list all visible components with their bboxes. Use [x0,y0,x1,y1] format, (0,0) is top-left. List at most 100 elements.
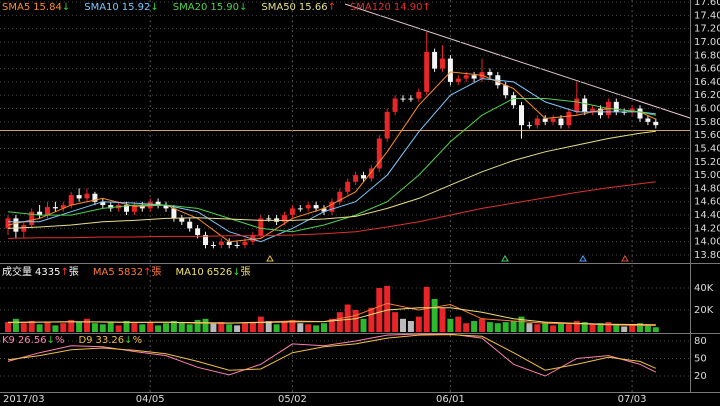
y-tick-label: 15.20 [694,157,720,168]
candle-body [345,181,351,192]
y-tick-label: 15.80 [694,117,720,128]
candle-body [503,85,509,96]
candle-body [653,121,659,126]
candle-body [392,98,398,112]
volume-bar [415,316,422,332]
legend-text: ↓ [47,335,55,346]
legend-entry: SMA5 15.84↓ [2,2,70,13]
y-tick-label: 14.20 [694,223,720,234]
volume-bar [12,318,19,332]
legend-entry: SMA50 15.66↑ [261,2,336,13]
legend-text: 15.84 [33,2,62,13]
volume-bar [526,323,533,332]
candle-body [108,205,114,209]
legend-text: ↑ [328,2,336,13]
volume-bar [36,324,43,332]
indicator-line [7,130,656,229]
candle-body [179,218,185,222]
volume-bar [629,324,636,332]
candle-body [289,208,295,216]
legend-text: SMA10 [84,2,119,13]
candle-body [84,193,90,199]
legend-text: MA5 [93,267,115,278]
legend-entry: SMA120 14.90↑ [350,2,431,13]
marker [501,255,509,262]
candle-body [124,205,129,212]
candle-body [171,208,177,219]
volume-bar [352,310,359,332]
legend-text: ↓ [150,2,158,13]
volume-bar [194,319,201,332]
volume-bar [5,322,11,332]
y-tick-label: 14.40 [694,210,720,221]
candle-body [305,205,311,209]
indicator-line [7,307,656,326]
candle-body [629,108,635,112]
legend-text: ↓ [124,335,132,346]
y-tick-label: 16.80 [694,50,720,61]
legend-text: D9 [78,335,92,346]
candle-body [68,195,74,206]
legend-text: SMA5 [2,2,30,13]
candle-body [526,125,532,127]
legend-text: SMA20 [173,2,208,13]
legend-text: 6526 [207,267,232,278]
volume-bar [431,299,438,332]
volume-bar [621,326,628,332]
candle-body [76,195,82,199]
candle-body [163,205,169,209]
volume-bar [76,322,83,332]
candle-body [361,175,366,179]
candle-body [131,205,137,212]
candle-body [463,75,469,79]
legend-text: ↓ [62,2,70,13]
candle-body [511,95,517,106]
legend-text: 15.92 [122,2,151,13]
indicator-line [7,181,656,239]
candle-body [645,118,651,122]
legend-text: ↑ [143,267,151,278]
y-tick-label: 20 [694,371,707,382]
volume-bar [107,322,114,332]
volume-bar [613,325,620,332]
legend-text: SMA120 [350,2,391,13]
x-tick-label: 05/02 [278,394,307,405]
candle-body [353,175,359,182]
candle-body [92,193,98,202]
volume-bar [400,318,406,332]
legend-text: 15.90 [210,2,239,13]
candle-body [566,111,572,126]
legend-text: 26.56 [18,335,47,346]
volume-bar [265,321,272,332]
legend-text: SMA50 [261,2,296,13]
legend-entry: 成交量 4335↑張 [2,265,79,278]
y-tick-label: 15.00 [694,170,720,181]
marker [579,255,587,262]
candle-body [408,98,414,100]
trend-line [344,3,691,119]
volume-bar [289,319,296,332]
volume-bar [360,318,367,332]
volume-bar [226,324,233,332]
candle-body [187,221,193,229]
candle-body [384,111,390,139]
volume-bar [321,323,327,332]
candle-body [432,51,438,69]
volume-bar [257,316,264,332]
candle-body [266,218,272,220]
y-tick-label: 17.60 [694,0,720,8]
candle-body [313,205,319,209]
volume-bar [313,325,320,332]
volume-bar [368,307,375,332]
volume-bar [542,322,549,332]
legend-entry: MA10 6526↓張 [176,266,251,278]
candle-body [376,138,382,169]
candle-body [329,201,335,212]
volume-bar [131,323,138,332]
candle-body [297,208,303,210]
volume-bar [99,324,106,332]
marker [621,255,629,262]
candle-body [218,241,224,246]
volume-bar [447,318,454,332]
